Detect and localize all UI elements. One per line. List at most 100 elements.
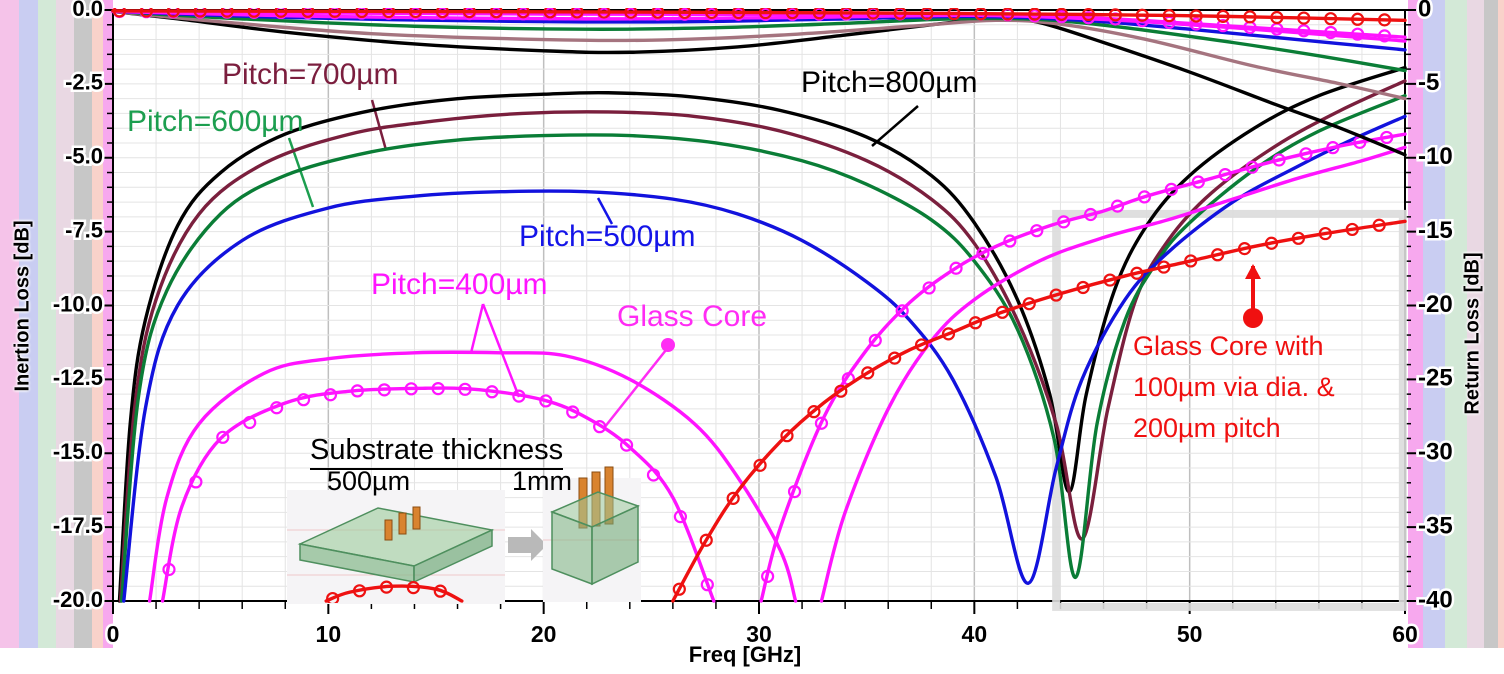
data-marker: [1076, 280, 1090, 295]
data-marker: [812, 8, 826, 20]
data-marker: [377, 383, 391, 397]
thickness-arrow-icon: [508, 529, 547, 561]
right-stripe: [1467, 0, 1484, 648]
right-tick-label: -30: [1418, 439, 1453, 466]
data-marker: [785, 8, 799, 20]
data-marker: [1351, 27, 1365, 41]
data-marker: [922, 281, 936, 295]
right-stripe: [1408, 0, 1423, 648]
data-marker: [753, 458, 767, 472]
series-glass-core-return-loss: [160, 130, 1407, 603]
data-marker: [274, 8, 288, 18]
leader-line: [871, 105, 919, 147]
data-marker: [761, 569, 775, 583]
data-marker: [672, 582, 686, 596]
data-marker: [435, 8, 450, 19]
data-marker: [570, 8, 584, 19]
right-tick-label: -10: [1418, 143, 1453, 170]
series-glass-core-100-m-via-200-m-pitch-insertion-loss: [111, 8, 1407, 27]
data-marker: [893, 8, 907, 20]
data-marker: [814, 416, 829, 430]
data-marker: [866, 8, 880, 20]
data-marker: [1001, 8, 1015, 21]
left-tick-label: -2.5: [65, 70, 103, 95]
x-tick-label: 10: [316, 621, 342, 647]
data-marker: [543, 8, 557, 19]
data-marker: [868, 333, 882, 347]
data-marker: [758, 8, 773, 20]
left-stripe: [103, 0, 113, 648]
series-pitch-800-m-insertion-loss: [111, 9, 1407, 157]
left-stripe: [38, 0, 56, 648]
data-marker: [1377, 13, 1392, 27]
data-marker: [406, 581, 420, 595]
left-stripe: [0, 0, 19, 648]
data-marker: [112, 8, 127, 18]
data-marker: [512, 389, 526, 403]
data-marker: [947, 8, 961, 21]
left-tick-label: -10.0: [53, 291, 103, 316]
data-marker: [433, 584, 447, 598]
data-marker: [1380, 130, 1394, 145]
series-pitch-600-m-insertion-loss: [111, 9, 1407, 73]
data-marker: [352, 584, 367, 598]
annotation-arrowhead: [1245, 264, 1261, 279]
data-marker: [139, 8, 153, 18]
data-marker: [1157, 260, 1171, 274]
data-marker: [1216, 9, 1230, 23]
data-marker: [323, 388, 338, 402]
data-marker: [1189, 9, 1203, 23]
data-marker: [458, 382, 472, 396]
data-marker: [1299, 147, 1313, 161]
data-marker: [243, 415, 257, 430]
data-marker: [995, 305, 1009, 319]
left-stripe: [19, 0, 38, 648]
data-marker: [1130, 266, 1144, 280]
data-marker: [166, 8, 180, 18]
data-marker: [1184, 254, 1198, 268]
series-pitch-700-m-insertion-loss: [111, 9, 1407, 101]
data-marker: [968, 316, 983, 330]
data-marker: [408, 8, 423, 19]
right-stripe: [1445, 0, 1467, 648]
data-marker: [1216, 19, 1230, 33]
x-tick-label: 60: [1392, 621, 1418, 647]
data-marker: [861, 366, 875, 380]
axis-ticks: 0 10 20 30 40 50 60 0.0 -2.5 -5.0 -7.5 -10.0 -12.5 -1…: [50, 0, 1455, 649]
data-marker: [1110, 199, 1125, 213]
right-tick-label: -20: [1418, 291, 1453, 318]
data-marker: [597, 8, 611, 19]
data-marker: [216, 430, 230, 444]
data-marker: [1372, 218, 1386, 232]
data-marker: [462, 8, 476, 19]
substrate-500um-image: [287, 490, 505, 604]
data-marker: [1351, 12, 1365, 26]
data-marker: [1318, 226, 1332, 241]
data-marker: [1324, 12, 1338, 26]
data-marker: [220, 8, 234, 18]
x-tick-label: 20: [531, 621, 557, 647]
data-marker: [1270, 10, 1284, 25]
data-marker: [485, 385, 499, 399]
series-pitch-500-m-return-loss: [122, 114, 1407, 603]
data-marker: [624, 8, 638, 19]
right-tick-label: -35: [1418, 512, 1453, 539]
data-marker: [1345, 222, 1359, 237]
data-marker: [976, 246, 990, 261]
data-marker: [1049, 288, 1063, 302]
data-marker: [726, 491, 740, 505]
highlight-box: [1052, 209, 1407, 611]
data-marker: [1237, 242, 1252, 256]
right-tick-label: -5: [1418, 69, 1439, 96]
right-stripe: [1484, 0, 1498, 648]
data-marker: [326, 591, 340, 603]
substrate-1mm-image: [543, 466, 641, 602]
data-marker: [1243, 10, 1257, 24]
series-pitch-400-m-return-loss: [147, 145, 1407, 603]
left-stripe: [92, 0, 103, 648]
data-marker: [247, 8, 261, 18]
data-marker: [1162, 9, 1176, 23]
left-stripe: [56, 0, 74, 648]
